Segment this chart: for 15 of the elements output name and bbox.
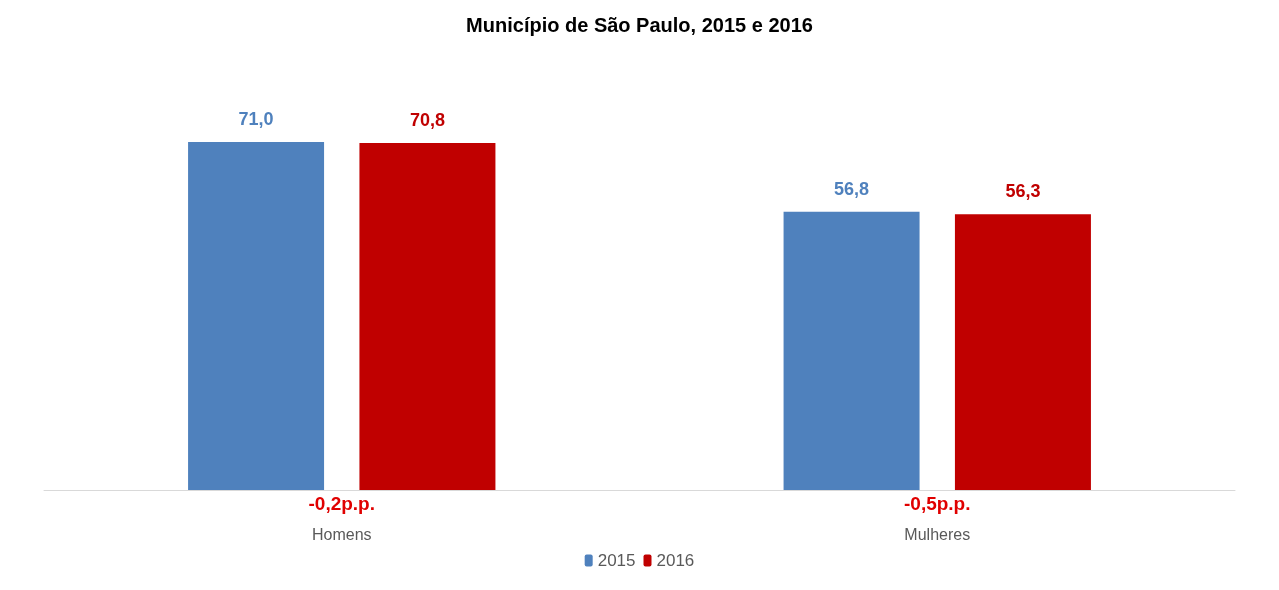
bar: [188, 142, 325, 490]
bar: [359, 143, 496, 490]
chart-title: Município de São Paulo, 2015 e 2016: [466, 14, 813, 36]
data-label: 70,8: [409, 110, 445, 131]
text: -0,2p.p.: [308, 493, 376, 514]
data-label: 71,0: [238, 109, 274, 130]
legend-label: 2015: [597, 551, 636, 570]
data-label: 56,3: [1005, 181, 1041, 202]
bar: [783, 211, 920, 490]
bar: [954, 214, 1091, 490]
x-tick-label: Homens: [311, 525, 372, 543]
legend-label: 2016: [656, 551, 695, 570]
data-label: 56,8: [834, 178, 870, 199]
text: -0,5p.p.: [903, 493, 971, 514]
x-tick-label: Mulheres: [904, 525, 971, 543]
